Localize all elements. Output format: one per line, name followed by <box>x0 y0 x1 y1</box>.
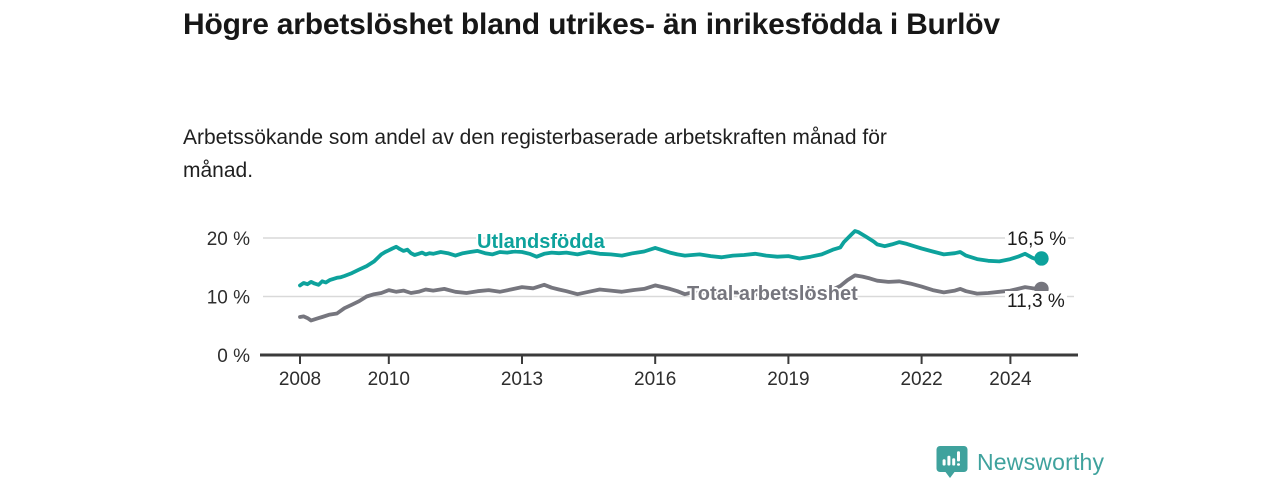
end-value-label-total: 11,3 % <box>1005 291 1067 313</box>
y-tick-label: 0 % <box>217 346 250 367</box>
chart-subtitle: Arbetssökande som andel av den registerb… <box>183 126 887 182</box>
series-label-utlandsfodda: Utlandsfödda <box>477 231 605 253</box>
x-tick-label: 2016 <box>634 369 676 390</box>
newsworthy-logo-icon <box>936 446 968 478</box>
x-tick-label: 2019 <box>767 369 809 390</box>
series-line-0 <box>298 229 1044 288</box>
newsworthy-brand: Newsworthy <box>936 445 1104 479</box>
y-tick-label: 10 % <box>207 288 250 309</box>
series-end-dot-0 <box>1034 251 1049 266</box>
y-tick-label: 20 % <box>207 229 250 250</box>
series-label-total-arbetsloshet: Total arbetslöshet <box>687 283 858 305</box>
x-tick-label: 2024 <box>989 369 1032 390</box>
x-tick-label: 2013 <box>501 369 543 390</box>
x-tick-label: 2010 <box>368 369 410 390</box>
x-tick-label: 2008 <box>279 369 321 390</box>
newsworthy-brand-name: Newsworthy <box>977 448 1105 475</box>
end-value-label-utlandsfodda: 16,5 % <box>1005 229 1069 251</box>
x-tick-label: 2022 <box>900 369 942 390</box>
chart-title: Högre arbetslöshet bland utrikes- än inr… <box>183 8 1000 41</box>
series-line-1 <box>298 273 1044 323</box>
